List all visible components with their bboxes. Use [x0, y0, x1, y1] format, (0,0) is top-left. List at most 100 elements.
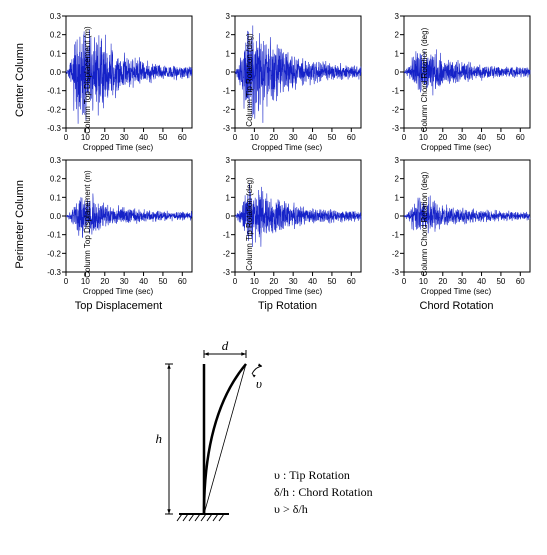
svg-text:-2: -2: [223, 249, 231, 258]
y-axis-label: Column Top Displacement (m): [83, 170, 92, 277]
svg-text:δ/h : Chord Rotation: δ/h : Chord Rotation: [274, 485, 373, 499]
svg-text:3: 3: [395, 12, 400, 21]
row-label: Perimeter Column: [14, 180, 26, 269]
svg-text:60: 60: [178, 277, 187, 286]
x-axis-label: Cropped Time (sec): [376, 143, 536, 152]
svg-text:0.2: 0.2: [50, 175, 62, 184]
svg-text:h: h: [155, 431, 162, 446]
x-axis-label: Cropped Time (sec): [38, 143, 198, 152]
svg-text:0: 0: [395, 212, 400, 221]
svg-text:30: 30: [289, 133, 298, 142]
svg-text:-0.1: -0.1: [47, 87, 61, 96]
y-axis-label: Column Tip Rotation (deg): [245, 33, 254, 126]
svg-text:60: 60: [516, 277, 525, 286]
svg-text:0: 0: [402, 133, 407, 142]
svg-text:3: 3: [226, 12, 231, 21]
svg-text:-0.1: -0.1: [47, 231, 61, 240]
y-axis-label: Column Tip Rotation (deg): [245, 177, 254, 270]
svg-text:50: 50: [158, 277, 167, 286]
svg-text:0.1: 0.1: [50, 49, 62, 58]
y-axis-label: Column Chord Rotation (deg): [420, 28, 429, 133]
row-label: Center Column: [14, 43, 26, 117]
x-axis-label: Cropped Time (sec): [38, 287, 198, 296]
svg-text:0.0: 0.0: [50, 212, 62, 221]
svg-text:-1: -1: [223, 87, 231, 96]
svg-text:-3: -3: [223, 124, 231, 133]
svg-text:0: 0: [233, 133, 238, 142]
svg-text:d: d: [221, 338, 228, 353]
svg-text:30: 30: [289, 277, 298, 286]
svg-text:-3: -3: [392, 124, 400, 133]
x-axis-label: Cropped Time (sec): [207, 287, 367, 296]
svg-text:-1: -1: [223, 231, 231, 240]
svg-text:3: 3: [226, 156, 231, 165]
svg-text:30: 30: [120, 277, 129, 286]
svg-text:1: 1: [226, 49, 231, 58]
svg-text:30: 30: [458, 277, 467, 286]
svg-text:0.0: 0.0: [50, 68, 62, 77]
svg-text:0.1: 0.1: [50, 193, 62, 202]
svg-text:-2: -2: [223, 105, 231, 114]
svg-text:1: 1: [395, 193, 400, 202]
svg-text:2: 2: [226, 31, 231, 40]
svg-text:30: 30: [458, 133, 467, 142]
svg-text:60: 60: [178, 133, 187, 142]
svg-text:0.3: 0.3: [50, 12, 62, 21]
svg-text:0: 0: [226, 68, 231, 77]
svg-text:10: 10: [250, 133, 259, 142]
svg-text:10: 10: [81, 133, 90, 142]
svg-text:40: 40: [308, 133, 317, 142]
column-title: Top Displacement: [38, 298, 199, 312]
svg-text:20: 20: [100, 133, 109, 142]
svg-text:50: 50: [327, 277, 336, 286]
svg-text:0: 0: [64, 277, 69, 286]
svg-text:3: 3: [395, 156, 400, 165]
svg-text:10: 10: [250, 277, 259, 286]
svg-text:-1: -1: [392, 231, 400, 240]
svg-text:40: 40: [139, 133, 148, 142]
svg-text:10: 10: [419, 277, 428, 286]
svg-text:40: 40: [139, 277, 148, 286]
svg-text:-3: -3: [392, 268, 400, 277]
svg-text:0: 0: [395, 68, 400, 77]
svg-text:20: 20: [269, 277, 278, 286]
svg-text:30: 30: [120, 133, 129, 142]
svg-text:1: 1: [226, 193, 231, 202]
timeseries-panel: Column Tip Rotation (deg)Cropped Time (s…: [207, 10, 367, 150]
svg-text:60: 60: [347, 133, 356, 142]
timeseries-panel: Column Tip Rotation (deg) Cropped Time (s…: [207, 154, 367, 294]
svg-text:50: 50: [158, 133, 167, 142]
svg-text:1: 1: [395, 49, 400, 58]
timeseries-panel: Column Chord Rotation (deg) Cropped Time …: [376, 154, 536, 294]
svg-text:υ : Tip Rotation: υ : Tip Rotation: [274, 468, 350, 482]
svg-text:50: 50: [327, 133, 336, 142]
svg-text:0: 0: [233, 277, 238, 286]
column-title: Tip Rotation: [207, 298, 368, 312]
svg-text:0.3: 0.3: [50, 156, 62, 165]
svg-text:-0.3: -0.3: [47, 268, 61, 277]
y-axis-label: Column Top Displacement (m): [83, 26, 92, 133]
svg-text:20: 20: [269, 133, 278, 142]
svg-text:2: 2: [395, 31, 400, 40]
svg-text:10: 10: [419, 133, 428, 142]
svg-text:60: 60: [516, 133, 525, 142]
svg-text:0.2: 0.2: [50, 31, 62, 40]
svg-text:40: 40: [477, 277, 486, 286]
svg-text:-0.2: -0.2: [47, 105, 61, 114]
svg-text:20: 20: [100, 277, 109, 286]
svg-text:0: 0: [402, 277, 407, 286]
svg-text:50: 50: [496, 133, 505, 142]
chart-grid: Center Column Column Top Displacement (m)…: [10, 10, 537, 312]
svg-text:-2: -2: [392, 105, 400, 114]
svg-text:υ: υ: [256, 376, 262, 391]
svg-text:-0.3: -0.3: [47, 124, 61, 133]
svg-text:-0.2: -0.2: [47, 249, 61, 258]
timeseries-panel: Column Top Displacement (m) Cropped Time …: [38, 154, 198, 294]
x-axis-label: Cropped Time (sec): [376, 287, 536, 296]
timeseries-panel: Column Chord Rotation (deg) Cropped Time …: [376, 10, 536, 150]
svg-text:-1: -1: [392, 87, 400, 96]
svg-text:-2: -2: [392, 249, 400, 258]
svg-text:60: 60: [347, 277, 356, 286]
svg-text:40: 40: [308, 277, 317, 286]
y-axis-label: Column Chord Rotation (deg): [420, 172, 429, 277]
